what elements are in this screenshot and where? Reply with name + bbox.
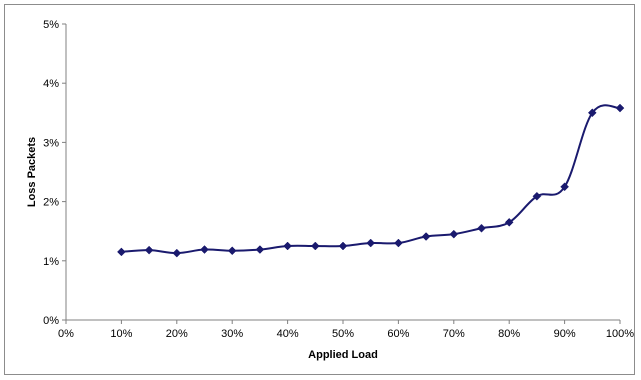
y-axis-title: Loss Packets: [26, 137, 38, 207]
x-axis-title: Applied Load: [308, 349, 378, 361]
data-point-marker: [532, 191, 542, 201]
x-tick-label: 70%: [443, 328, 465, 340]
x-axis-ticks: 0% 10% 20% 30% 40% 50% 60% 70% 80% 90% 100%: [58, 320, 634, 340]
y-tick-label: 2%: [43, 197, 59, 209]
x-tick-label: 30%: [221, 328, 243, 340]
x-tick-label: 60%: [387, 328, 409, 340]
data-point-marker: [560, 182, 569, 192]
data-point-marker: [255, 245, 265, 254]
data-point-marker: [200, 245, 209, 254]
series-line: [121, 104, 621, 255]
series-layer: [117, 103, 625, 258]
data-point-marker: [172, 248, 182, 258]
y-tick-label: 0%: [43, 315, 59, 327]
x-tick-label: 80%: [498, 328, 520, 340]
data-point-marker: [144, 245, 154, 255]
data-point-marker: [117, 247, 126, 257]
x-tick-label: 40%: [277, 328, 299, 340]
y-tick-label: 1%: [43, 256, 59, 268]
data-point-marker: [310, 241, 320, 251]
data-point-marker: [283, 241, 292, 251]
axes: [65, 24, 620, 321]
y-tick-label: 4%: [43, 78, 59, 90]
data-point-marker: [366, 238, 376, 248]
y-tick-label: 3%: [43, 137, 59, 149]
data-point-marker: [421, 232, 431, 241]
data-point-marker: [227, 246, 237, 256]
data-point-marker: [449, 229, 459, 239]
y-axis-ticks: 0% 1% 2% 3% 4% 5%: [43, 19, 66, 327]
data-point-marker: [587, 108, 597, 118]
x-tick-label: 90%: [554, 328, 576, 340]
data-point-marker: [338, 241, 348, 251]
chart-frame: [4, 4, 635, 375]
x-tick-label: 10%: [110, 328, 132, 340]
data-point-marker: [615, 103, 625, 113]
x-tick-label: 50%: [332, 328, 354, 340]
x-tick-label: 20%: [166, 328, 188, 340]
data-point-marker: [477, 223, 486, 233]
data-point-marker: [394, 238, 403, 248]
data-point-marker: [504, 217, 514, 227]
x-tick-label: 0%: [58, 328, 74, 340]
x-tick-label: 100%: [606, 328, 634, 340]
y-tick-label: 5%: [43, 19, 59, 31]
